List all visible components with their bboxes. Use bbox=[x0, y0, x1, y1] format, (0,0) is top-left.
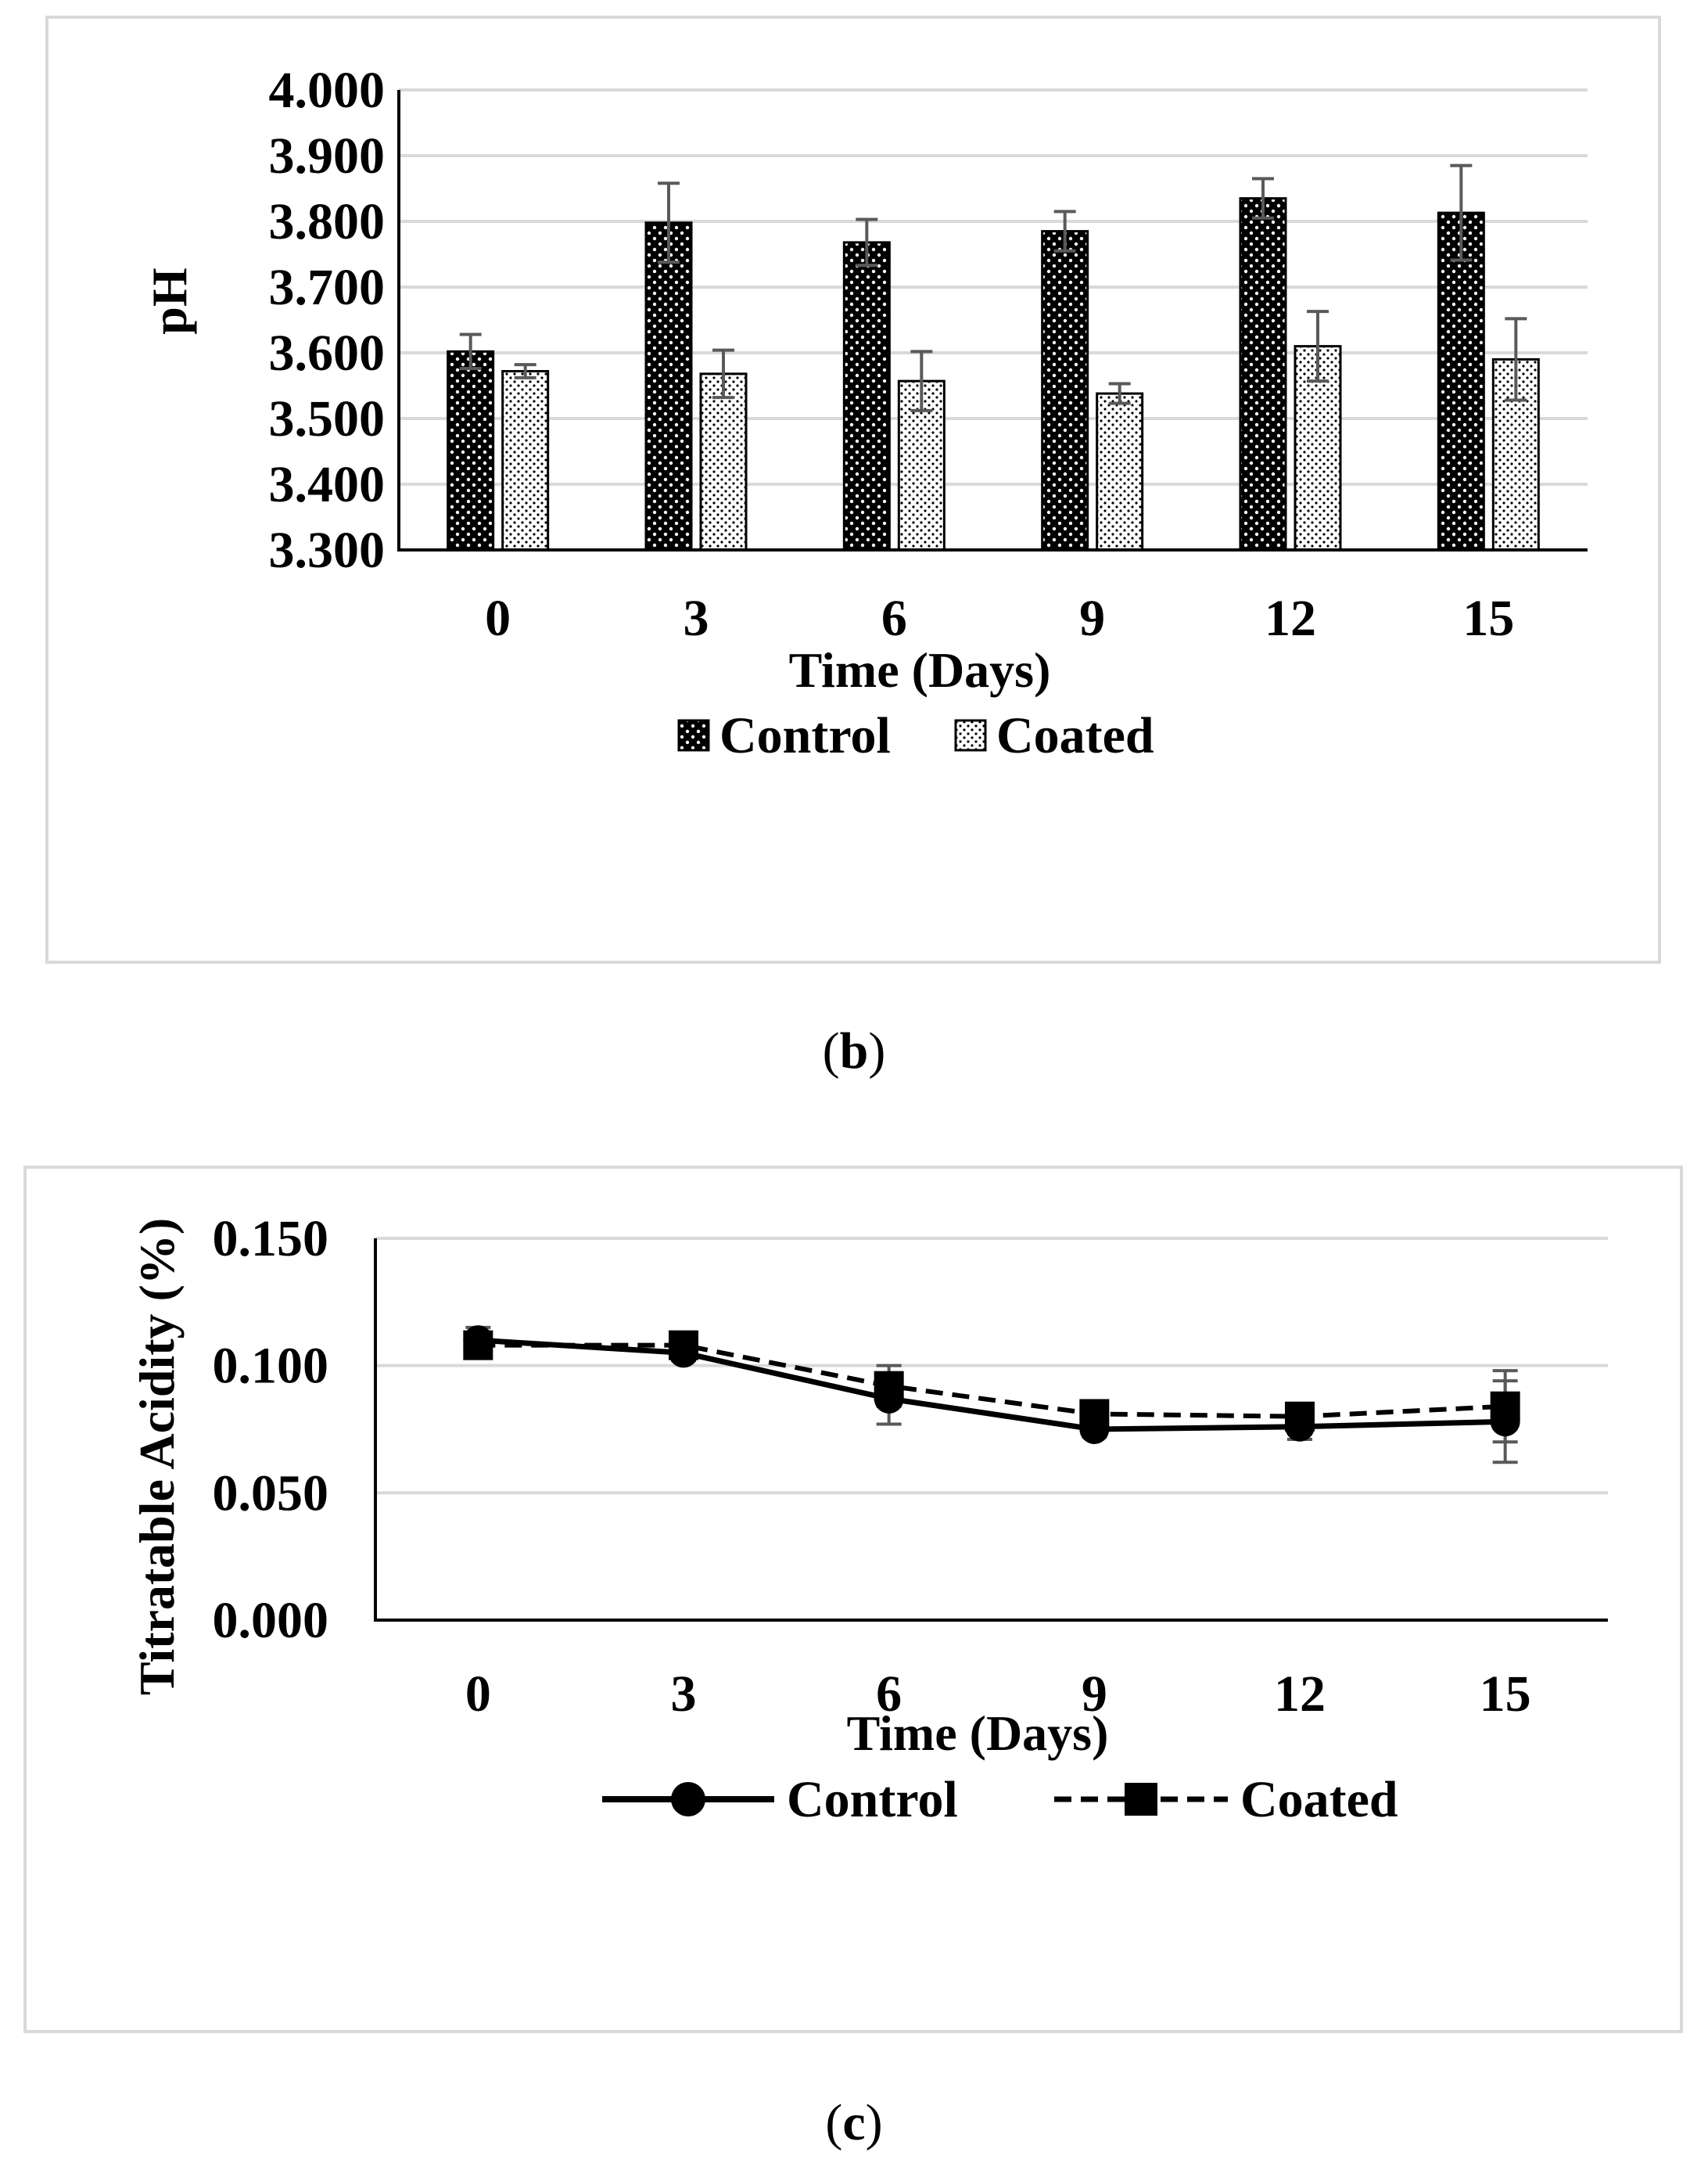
acidity-x-tick-label: 12 bbox=[1274, 1665, 1326, 1723]
acidity-marker-coated bbox=[874, 1371, 904, 1401]
acidity-marker-coated bbox=[1490, 1391, 1520, 1421]
ph-y-tick-label: 3.700 bbox=[269, 259, 386, 316]
acidity-gridlines bbox=[375, 1237, 1608, 1495]
acidity-line-coated bbox=[478, 1342, 1505, 1419]
acidity-y-tick-label: 0.100 bbox=[213, 1338, 329, 1395]
ph-y-tick-label: 3.400 bbox=[269, 456, 386, 513]
ph-x-tick-label: 3 bbox=[684, 590, 709, 647]
ph-legend-coated-swatch bbox=[954, 719, 987, 752]
panel-label-c-letter: c bbox=[842, 2094, 865, 2151]
acidity-marker-coated bbox=[1285, 1401, 1315, 1432]
ph-bar-control bbox=[644, 221, 693, 552]
acidity-chart-panel: 0.000 0.050 0.100 0.150 0 3 6 9 12 15 Titratable… bbox=[23, 1166, 1683, 2033]
acidity-x-tick-label: 3 bbox=[671, 1665, 697, 1723]
ph-x-tick-label: 9 bbox=[1079, 590, 1105, 647]
acidity-y-tick-label: 0.150 bbox=[213, 1210, 329, 1267]
acidity-x-tick-label: 15 bbox=[1480, 1665, 1531, 1723]
acidity-x-tick-label: 9 bbox=[1082, 1665, 1107, 1723]
ph-y-tick-label: 4.000 bbox=[269, 62, 386, 119]
ph-bar-control bbox=[447, 350, 495, 552]
ph-y-axis-title: pH bbox=[142, 268, 197, 334]
acidity-line-control bbox=[478, 1337, 1505, 1432]
ph-gridlines bbox=[399, 88, 1588, 486]
ph-y-tick-label: 3.900 bbox=[269, 128, 386, 185]
ph-error-bars bbox=[459, 163, 1527, 412]
ph-chart-panel: 3.300 3.400 3.500 3.600 3.700 3.800 3.900 4.000… bbox=[45, 16, 1661, 964]
ph-bar-control bbox=[1239, 197, 1287, 552]
panel-label-b-letter: b bbox=[840, 1022, 869, 1080]
acidity-x-tick-label: 6 bbox=[876, 1665, 902, 1723]
ph-bar-coated bbox=[501, 370, 550, 552]
ph-y-tick-labels: 3.300 3.400 3.500 3.600 3.700 3.800 3.900 4.000 bbox=[269, 62, 386, 579]
acidity-y-tick-label: 0.000 bbox=[213, 1592, 329, 1649]
ph-legend: Control Coated bbox=[677, 707, 1154, 764]
acidity-legend: Control Coated bbox=[602, 1771, 1398, 1828]
ph-bar-control bbox=[1437, 211, 1485, 552]
ph-x-tick-labels: 0 3 6 9 12 15 bbox=[485, 590, 1514, 647]
ph-legend-control-label: Control bbox=[719, 707, 891, 764]
ph-bar-coated bbox=[699, 372, 748, 552]
acidity-lines bbox=[478, 1337, 1505, 1432]
ph-y-tick-label: 3.800 bbox=[269, 193, 386, 250]
ph-x-axis-title: Time (Days) bbox=[789, 642, 1051, 698]
ph-x-tick-label: 0 bbox=[485, 590, 511, 647]
panel-label-b: (b) bbox=[823, 1022, 886, 1080]
acidity-marker-coated bbox=[463, 1330, 493, 1360]
panel-label-c-close: ) bbox=[866, 2094, 883, 2151]
ph-y-tick-label: 3.300 bbox=[269, 522, 386, 579]
acidity-y-tick-label: 0.050 bbox=[213, 1464, 329, 1522]
ph-y-tick-label: 3.600 bbox=[269, 325, 386, 382]
ph-x-tick-label: 12 bbox=[1265, 590, 1316, 647]
panel-label-b-close: ) bbox=[868, 1022, 885, 1080]
acidity-legend-control-label: Control bbox=[787, 1771, 958, 1828]
acidity-y-tick-labels: 0.000 0.050 0.100 0.150 bbox=[213, 1210, 329, 1649]
ph-bar-coated bbox=[1096, 392, 1144, 552]
ph-legend-control-swatch bbox=[677, 719, 710, 752]
panel-label-c: (c) bbox=[825, 2094, 882, 2151]
ph-x-tick-label: 15 bbox=[1462, 590, 1514, 647]
acidity-marker-coated bbox=[1079, 1399, 1110, 1429]
acidity-legend-coated-marker bbox=[1125, 1783, 1157, 1816]
ph-legend-coated-label: Coated bbox=[996, 707, 1154, 764]
acidity-legend-control-marker bbox=[671, 1782, 705, 1816]
panel-label-b-open: ( bbox=[823, 1022, 840, 1080]
acidity-marker-coated bbox=[669, 1330, 698, 1360]
acidity-legend-coated-label: Coated bbox=[1240, 1771, 1398, 1828]
acidity-x-tick-labels: 0 3 6 9 12 15 bbox=[465, 1665, 1531, 1723]
panel-label-c-open: ( bbox=[825, 2094, 842, 2151]
acidity-y-axis-title: Titratable Acidity (%) bbox=[129, 1218, 185, 1695]
acidity-x-axis-title: Time (Days) bbox=[847, 1705, 1109, 1761]
ph-x-tick-label: 6 bbox=[881, 590, 907, 647]
ph-bar-control bbox=[1041, 230, 1089, 552]
acidity-x-tick-label: 0 bbox=[465, 1665, 491, 1723]
acidity-chart-frame bbox=[23, 1166, 1683, 2033]
ph-y-tick-label: 3.500 bbox=[269, 390, 386, 447]
ph-bar-control bbox=[842, 241, 891, 552]
acidity-markers bbox=[463, 1325, 1520, 1444]
